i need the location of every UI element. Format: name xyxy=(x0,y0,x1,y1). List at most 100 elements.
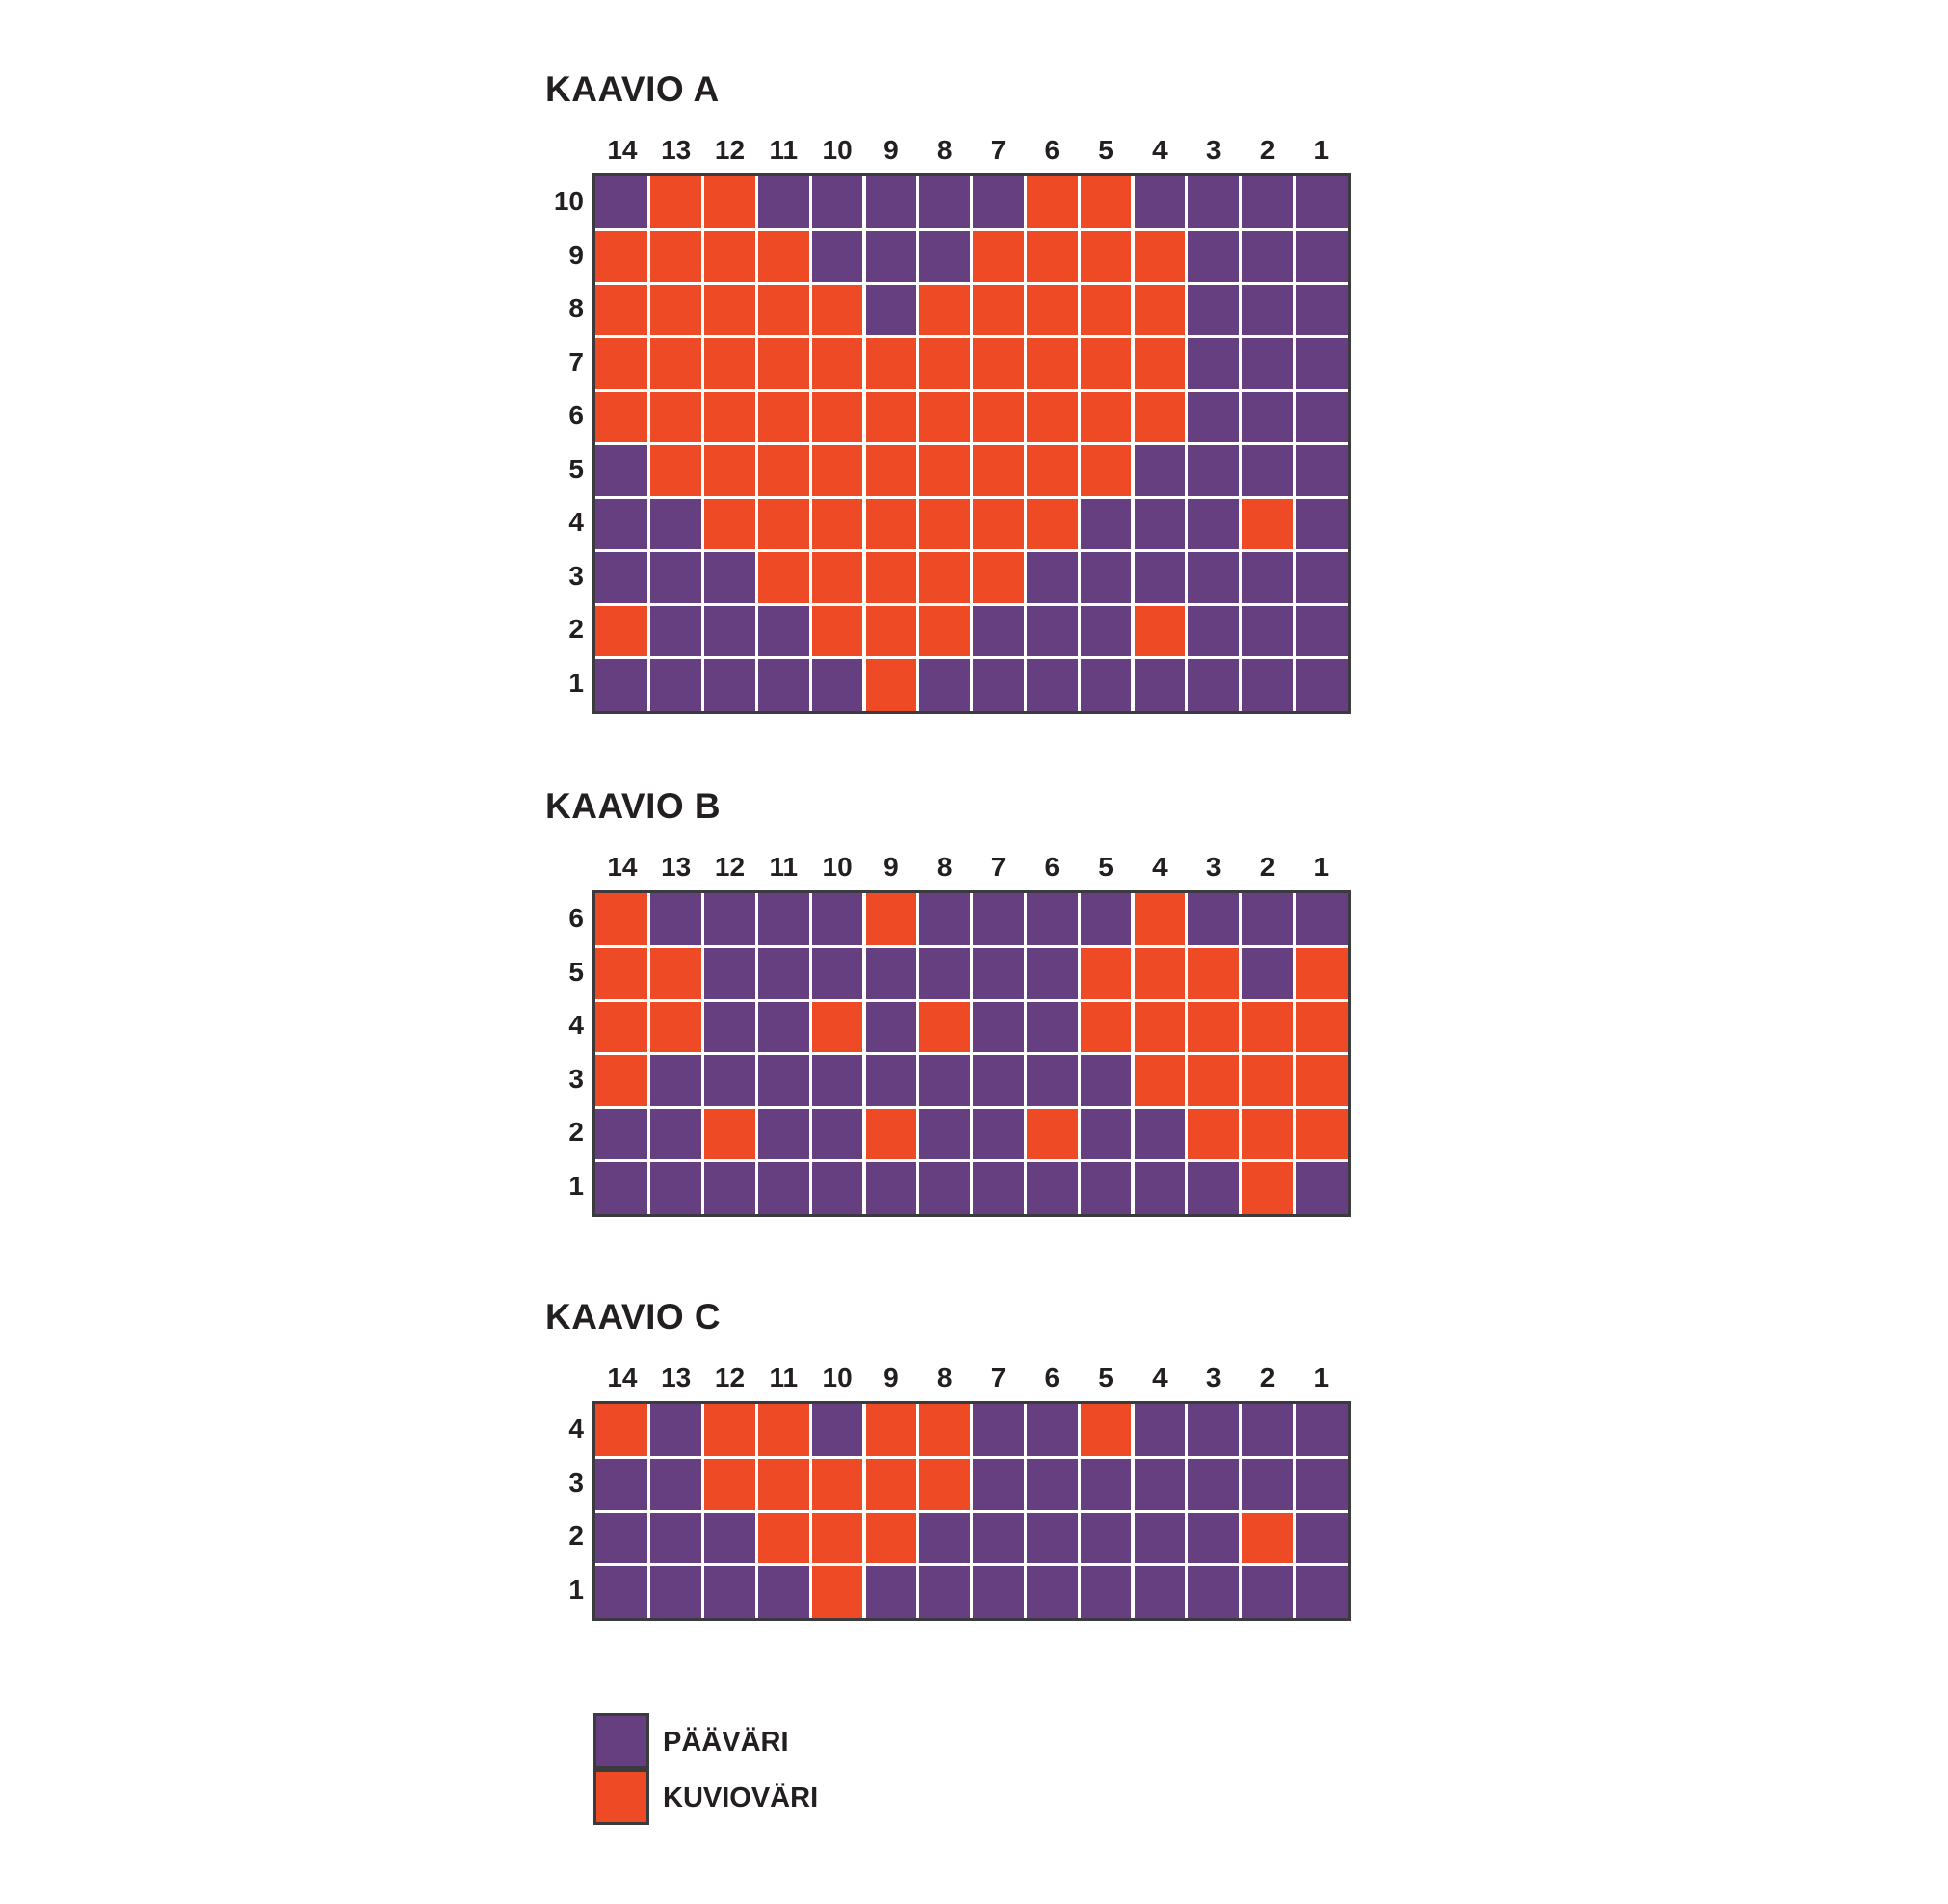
chart-c-title: KAAVIO C xyxy=(545,1297,722,1336)
chart-b-cell-r1-c3 xyxy=(1188,1162,1240,1214)
chart-a-cell-r9-c12 xyxy=(704,231,755,282)
chart-a-column-label: 10 xyxy=(822,135,853,165)
chart-b-cell-r1-c12 xyxy=(704,1162,755,1214)
chart-c-cell-r1-c14 xyxy=(595,1566,648,1618)
chart-a-cell-r2-c8 xyxy=(919,605,971,656)
chart-a-cell-r3-c7 xyxy=(973,552,1024,603)
chart-a-cell-r9-c9 xyxy=(865,231,917,282)
chart-a-cell-r2-c5 xyxy=(1080,605,1132,656)
chart-b-cell-r4-c8 xyxy=(919,1001,971,1052)
chart-a-column-label: 3 xyxy=(1205,135,1222,165)
chart-b-cell-r6-c14 xyxy=(595,893,648,945)
chart-a-column-labels: 14 13 12 11 10 9 8 7 6 5 4 3 2 1 xyxy=(595,135,1348,168)
chart-a-cell-r1-c2 xyxy=(1242,659,1293,711)
chart-a-row-label: 3 xyxy=(568,560,584,591)
chart-b-column-label: 2 xyxy=(1259,852,1276,882)
chart-b-column-label: 8 xyxy=(936,852,953,882)
chart-a-cell-r7-c8 xyxy=(919,338,971,389)
chart-c-cell-r4-c4 xyxy=(1134,1404,1186,1456)
chart-b-column-label: 13 xyxy=(661,852,692,882)
chart-a-cell-r7-c3 xyxy=(1188,338,1240,389)
chart-a-cell-r3-c3 xyxy=(1188,552,1240,603)
chart-c-cell-r1-c9 xyxy=(865,1566,917,1618)
chart-a-cell-r7-c14 xyxy=(595,338,648,389)
chart-b-cell-r2-c3 xyxy=(1188,1108,1240,1159)
chart-b-cell-r5-c12 xyxy=(704,948,755,999)
chart-a-row-label: 6 xyxy=(568,400,584,430)
chart-a-cell-r7-c13 xyxy=(650,338,702,389)
chart-a-cell-r4-c12 xyxy=(704,498,755,549)
chart-a-cell-r6-c6 xyxy=(1026,391,1078,442)
chart-a-cell-r8-c6 xyxy=(1026,284,1078,335)
chart-c-cell-r3-c2 xyxy=(1242,1459,1293,1510)
chart-a-cell-r1-c3 xyxy=(1188,659,1240,711)
chart-a-cell-r1-c4 xyxy=(1134,659,1186,711)
chart-a-cell-r9-c7 xyxy=(973,231,1024,282)
chart-b-cell-r1-c7 xyxy=(973,1162,1024,1214)
chart-a-cell-r6-c13 xyxy=(650,391,702,442)
chart-b-cell-r3-c4 xyxy=(1134,1055,1186,1106)
chart-c-column-label: 10 xyxy=(822,1362,853,1392)
chart-a-cell-r8-c2 xyxy=(1242,284,1293,335)
chart-a-cell-r3-c1 xyxy=(1295,552,1349,603)
chart-a-cell-r5-c14 xyxy=(595,445,648,496)
chart-a-cell-r10-c1 xyxy=(1295,176,1349,228)
chart-a-cell-r4-c6 xyxy=(1026,498,1078,549)
chart-a-cell-r3-c5 xyxy=(1080,552,1132,603)
chart-b-cell-r5-c2 xyxy=(1242,948,1293,999)
chart-b-cell-r5-c3 xyxy=(1188,948,1240,999)
chart-b-cell-r3-c12 xyxy=(704,1055,755,1106)
chart-a-cell-r6-c5 xyxy=(1080,391,1132,442)
chart-c-cell-r1-c10 xyxy=(811,1566,863,1618)
chart-b-cell-r5-c4 xyxy=(1134,948,1186,999)
chart-c-cell-r4-c2 xyxy=(1242,1404,1293,1456)
chart-c-cell-r1-c12 xyxy=(704,1566,755,1618)
chart-a-cell-r3-c2 xyxy=(1242,552,1293,603)
chart-a-column-label: 8 xyxy=(936,135,953,165)
chart-b-cell-r4-c12 xyxy=(704,1001,755,1052)
chart-b-cell-r3-c5 xyxy=(1080,1055,1132,1106)
chart-b-cell-r4-c11 xyxy=(757,1001,809,1052)
chart-b-cell-r4-c14 xyxy=(595,1001,648,1052)
chart-a-cell-r5-c10 xyxy=(811,445,863,496)
chart-b-cell-r3-c6 xyxy=(1026,1055,1078,1106)
chart-c-cell-r2-c12 xyxy=(704,1512,755,1563)
legend-label-pattern-color: KUVIOVÄRI xyxy=(663,1783,819,1813)
chart-a-cell-r10-c4 xyxy=(1134,176,1186,228)
chart-a-cell-r6-c10 xyxy=(811,391,863,442)
chart-a-cell-r5-c11 xyxy=(757,445,809,496)
chart-c-cell-r1-c11 xyxy=(757,1566,809,1618)
chart-b-cell-r1-c2 xyxy=(1242,1162,1293,1214)
chart-b-cell-r1-c10 xyxy=(811,1162,863,1214)
chart-c-column-labels: 14 13 12 11 10 9 8 7 6 5 4 3 2 1 xyxy=(595,1362,1348,1395)
chart-a-grid xyxy=(592,173,1351,714)
chart-a-cell-r2-c14 xyxy=(595,605,648,656)
chart-a-cell-r6-c8 xyxy=(919,391,971,442)
chart-b-cell-r1-c5 xyxy=(1080,1162,1132,1214)
chart-c-cell-r1-c4 xyxy=(1134,1566,1186,1618)
chart-b-cell-r3-c11 xyxy=(757,1055,809,1106)
chart-b-cell-r5-c11 xyxy=(757,948,809,999)
chart-c-grid xyxy=(592,1401,1351,1621)
chart-b-cell-r6-c2 xyxy=(1242,893,1293,945)
chart-c-cell-r4-c6 xyxy=(1026,1404,1078,1456)
chart-b-cell-r4-c10 xyxy=(811,1001,863,1052)
chart-b-column-label: 4 xyxy=(1152,852,1168,882)
chart-c-cell-r4-c12 xyxy=(704,1404,755,1456)
chart-c-column-label: 7 xyxy=(990,1362,1007,1392)
chart-c-cell-r3-c3 xyxy=(1188,1459,1240,1510)
chart-b-column-label: 7 xyxy=(990,852,1007,882)
chart-a-cell-r10-c9 xyxy=(865,176,917,228)
chart-a-column-label: 4 xyxy=(1152,135,1168,165)
chart-a-column-label: 13 xyxy=(661,135,692,165)
chart-b-row-label: 5 xyxy=(568,956,584,987)
chart-a-cell-r10-c10 xyxy=(811,176,863,228)
chart-b-cell-r4-c3 xyxy=(1188,1001,1240,1052)
chart-b-cell-r5-c10 xyxy=(811,948,863,999)
chart-a-cell-r6-c7 xyxy=(973,391,1024,442)
chart-a-cell-r8-c5 xyxy=(1080,284,1132,335)
chart-a-cell-r1-c14 xyxy=(595,659,648,711)
chart-a-cell-r7-c11 xyxy=(757,338,809,389)
chart-a-column-label: 9 xyxy=(883,135,899,165)
chart-a-cell-r5-c9 xyxy=(865,445,917,496)
